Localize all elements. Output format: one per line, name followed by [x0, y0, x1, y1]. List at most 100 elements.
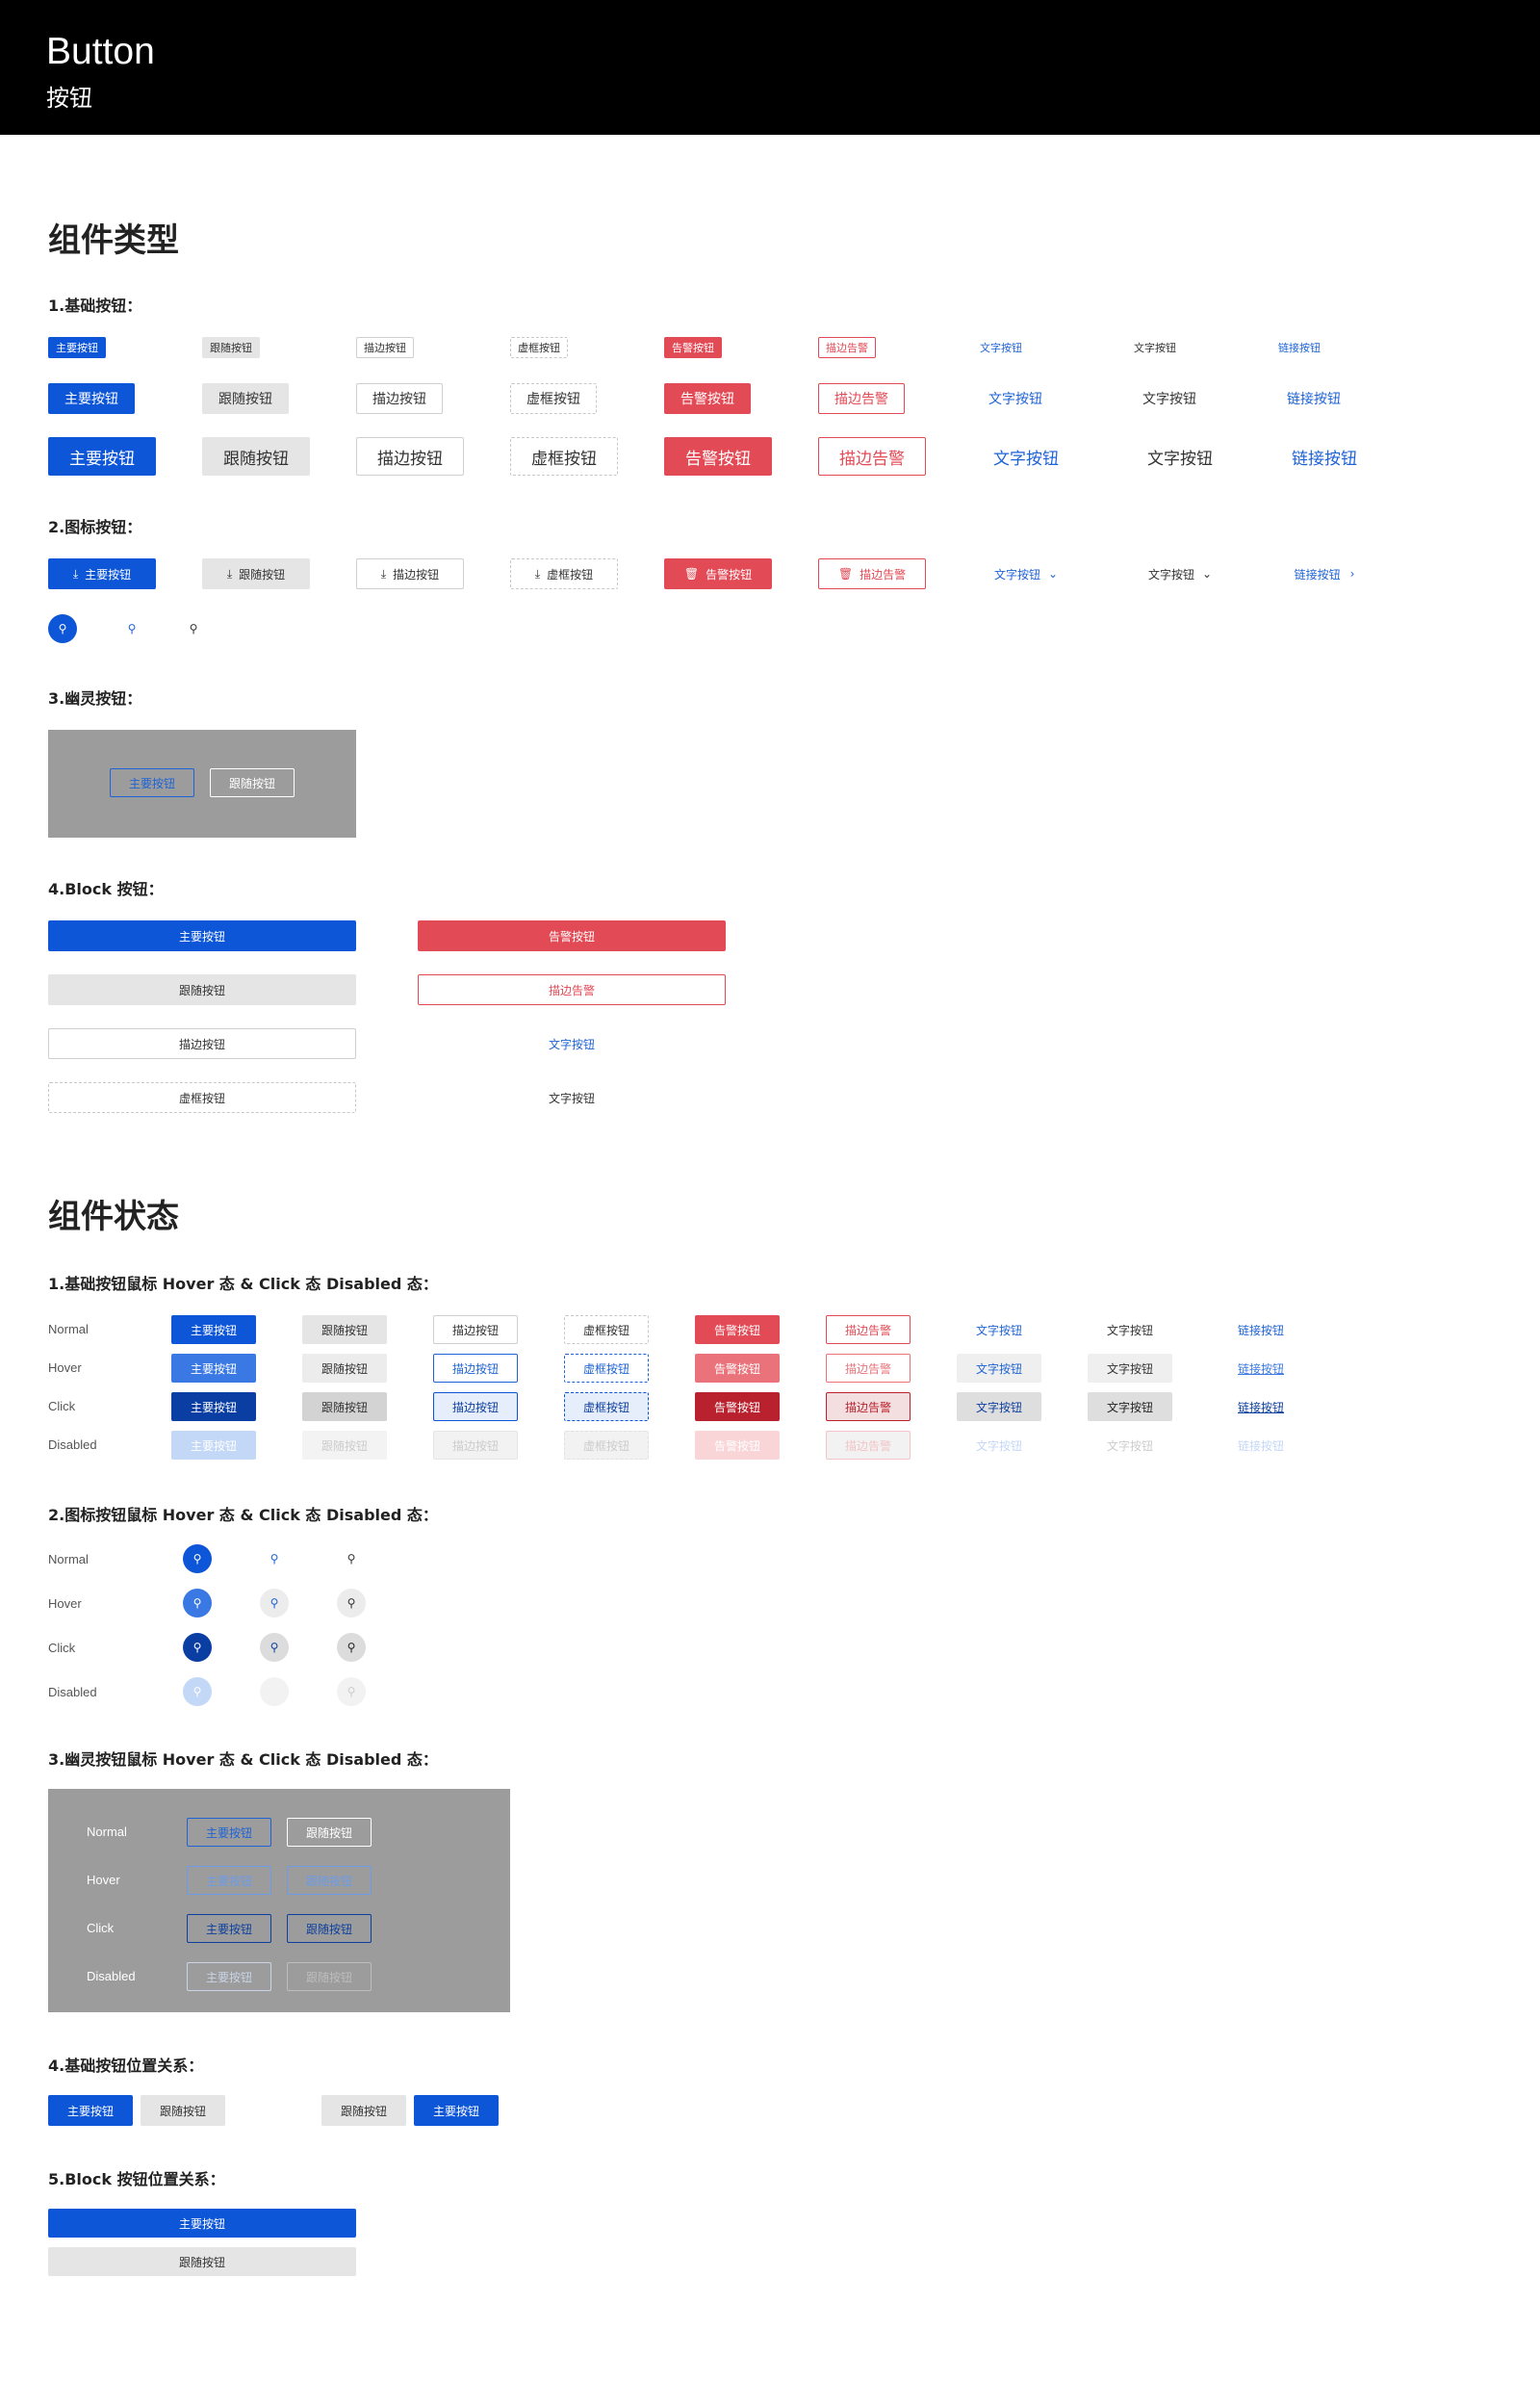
search-icon-button-text-normal[interactable]: ⚲ [260, 1544, 289, 1573]
search-icon-button-primary-disabled[interactable]: ⚲ [183, 1677, 212, 1706]
search-icon-button-text-hover[interactable]: ⚲ [260, 1589, 289, 1618]
text-button-dark-large[interactable]: 文字按钮 [1147, 449, 1213, 469]
outline-button-hover[interactable]: 描边按钮 [433, 1354, 518, 1383]
danger-outline-button-click[interactable]: 描边告警 [826, 1392, 911, 1421]
dashed-icon-button[interactable]: ⤓ 虚框按钮 [510, 558, 618, 589]
link-button-large[interactable]: 链接按钮 [1292, 449, 1357, 469]
text-dark-button-hover[interactable]: 文字按钮 [1088, 1354, 1172, 1383]
outline-button-medium[interactable]: 描边按钮 [356, 383, 443, 414]
danger-outline-button-small[interactable]: 描边告警 [818, 337, 876, 358]
position-secondary-button-left[interactable]: 跟随按钮 [141, 2095, 225, 2126]
outline-button-small[interactable]: 描边按钮 [356, 337, 414, 358]
search-icon-button-text-dark-hover[interactable]: ⚲ [337, 1589, 366, 1618]
primary-button-disabled[interactable]: 主要按钮 [171, 1431, 256, 1460]
ghost-secondary-button-normal[interactable]: 跟随按钮 [287, 1818, 372, 1847]
danger-outline-button-medium[interactable]: 描边告警 [818, 383, 905, 414]
ghost-secondary-button-hover[interactable]: 跟随按钮 [287, 1866, 372, 1895]
danger-button-medium[interactable]: 告警按钮 [664, 383, 751, 414]
secondary-button-large[interactable]: 跟随按钮 [202, 437, 310, 476]
text-button-hover[interactable]: 文字按钮 [957, 1354, 1041, 1383]
block-outline-button[interactable]: 描边按钮 [48, 1028, 356, 1059]
search-icon-button-primary-click[interactable]: ⚲ [183, 1633, 212, 1662]
ghost-primary-button[interactable]: 主要按钮 [110, 768, 194, 797]
danger-button-large[interactable]: 告警按钮 [664, 437, 772, 476]
block-secondary-button[interactable]: 跟随按钮 [48, 974, 356, 1005]
danger-button-disabled[interactable]: 告警按钮 [695, 1431, 780, 1460]
search-icon-button-primary-normal[interactable]: ⚲ [183, 1544, 212, 1573]
primary-button-small[interactable]: 主要按钮 [48, 337, 106, 358]
search-icon-button-text-dark-normal[interactable]: ⚲ [337, 1544, 366, 1573]
danger-button-click[interactable]: 告警按钮 [695, 1392, 780, 1421]
primary-button-medium[interactable]: 主要按钮 [48, 383, 135, 414]
secondary-button-normal[interactable]: 跟随按钮 [302, 1315, 387, 1344]
block-text-button-dark[interactable]: 文字按钮 [548, 1091, 595, 1105]
primary-button-hover[interactable]: 主要按钮 [171, 1354, 256, 1383]
block-danger-outline-button[interactable]: 描边告警 [418, 974, 726, 1005]
danger-outline-icon-button[interactable]: 🗑 描边告警 [818, 558, 926, 589]
text-button-click[interactable]: 文字按钮 [957, 1392, 1041, 1421]
primary-button-click[interactable]: 主要按钮 [171, 1392, 256, 1421]
danger-icon-button[interactable]: 🗑 告警按钮 [664, 558, 772, 589]
dashed-button-hover[interactable]: 虚框按钮 [564, 1354, 649, 1383]
danger-outline-button-hover[interactable]: 描边告警 [826, 1354, 911, 1383]
block-text-button[interactable]: 文字按钮 [548, 1037, 595, 1051]
secondary-button-small[interactable]: 跟随按钮 [202, 337, 260, 358]
dashed-button-medium[interactable]: 虚框按钮 [510, 383, 597, 414]
danger-outline-button-large[interactable]: 描边告警 [818, 437, 926, 476]
position-block-primary-button[interactable]: 主要按钮 [48, 2209, 356, 2238]
ghost-secondary-button[interactable]: 跟随按钮 [210, 768, 295, 797]
link-button-disabled[interactable]: 链接按钮 [1237, 1438, 1284, 1453]
position-secondary-button-right[interactable]: 跟随按钮 [321, 2095, 406, 2126]
dashed-button-normal[interactable]: 虚框按钮 [564, 1315, 649, 1344]
outline-button-click[interactable]: 描边按钮 [433, 1392, 518, 1421]
text-button-dark-medium[interactable]: 文字按钮 [1142, 392, 1196, 407]
search-icon-button-primary-hover[interactable]: ⚲ [183, 1589, 212, 1618]
text-button-normal[interactable]: 文字按钮 [975, 1323, 1022, 1337]
text-dropdown-button[interactable]: 文字按钮 ⌄ [993, 567, 1059, 582]
secondary-icon-button[interactable]: ⤓ 跟随按钮 [202, 558, 310, 589]
dashed-button-click[interactable]: 虚框按钮 [564, 1392, 649, 1421]
block-danger-button[interactable]: 告警按钮 [418, 920, 726, 951]
position-block-secondary-button[interactable]: 跟随按钮 [48, 2247, 356, 2276]
text-button-medium[interactable]: 文字按钮 [988, 392, 1042, 407]
outline-button-disabled[interactable]: 描边按钮 [433, 1431, 518, 1460]
block-primary-button[interactable]: 主要按钮 [48, 920, 356, 951]
link-button-small[interactable]: 链接按钮 [1278, 342, 1321, 354]
danger-button-hover[interactable]: 告警按钮 [695, 1354, 780, 1383]
link-button-normal[interactable]: 链接按钮 [1237, 1323, 1284, 1337]
search-icon-button-dark[interactable]: ⚲ [179, 614, 208, 643]
ghost-secondary-button-disabled[interactable]: 跟随按钮 [287, 1962, 372, 1991]
secondary-button-medium[interactable]: 跟随按钮 [202, 383, 289, 414]
position-primary-button-right[interactable]: 主要按钮 [414, 2095, 499, 2126]
link-button-medium[interactable]: 链接按钮 [1287, 392, 1341, 407]
secondary-button-hover[interactable]: 跟随按钮 [302, 1354, 387, 1383]
dashed-button-large[interactable]: 虚框按钮 [510, 437, 618, 476]
search-icon-button-text[interactable]: ⚲ [117, 614, 146, 643]
outline-button-large[interactable]: 描边按钮 [356, 437, 464, 476]
search-icon-button-text-dark-click[interactable]: ⚲ [337, 1633, 366, 1662]
text-button-disabled[interactable]: 文字按钮 [975, 1438, 1022, 1453]
text-dark-button-normal[interactable]: 文字按钮 [1106, 1323, 1153, 1337]
outline-icon-button[interactable]: ⤓ 描边按钮 [356, 558, 464, 589]
danger-button-small[interactable]: 告警按钮 [664, 337, 722, 358]
link-button-hover[interactable]: 链接按钮 [1237, 1361, 1284, 1376]
search-icon-button-text-disabled[interactable]: ⚲ [260, 1677, 289, 1706]
ghost-secondary-button-click[interactable]: 跟随按钮 [287, 1914, 372, 1943]
ghost-primary-button-disabled[interactable]: 主要按钮 [187, 1962, 271, 1991]
secondary-button-disabled[interactable]: 跟随按钮 [302, 1431, 387, 1460]
text-dark-button-click[interactable]: 文字按钮 [1088, 1392, 1172, 1421]
primary-icon-button[interactable]: ⤓ 主要按钮 [48, 558, 156, 589]
search-icon-button-text-dark-disabled[interactable]: ⚲ [337, 1677, 366, 1706]
text-button-dark-small[interactable]: 文字按钮 [1134, 342, 1176, 354]
text-dark-button-disabled[interactable]: 文字按钮 [1106, 1438, 1153, 1453]
position-primary-button-left[interactable]: 主要按钮 [48, 2095, 133, 2126]
text-button-small[interactable]: 文字按钮 [980, 342, 1022, 354]
text-button-large[interactable]: 文字按钮 [993, 449, 1059, 469]
text-dropdown-button-dark[interactable]: 文字按钮 ⌄ [1147, 567, 1213, 582]
outline-button-normal[interactable]: 描边按钮 [433, 1315, 518, 1344]
link-arrow-button[interactable]: 链接按钮 › [1294, 567, 1355, 582]
ghost-primary-button-click[interactable]: 主要按钮 [187, 1914, 271, 1943]
ghost-primary-button-hover[interactable]: 主要按钮 [187, 1866, 271, 1895]
block-dashed-button[interactable]: 虚框按钮 [48, 1082, 356, 1113]
ghost-primary-button-normal[interactable]: 主要按钮 [187, 1818, 271, 1847]
